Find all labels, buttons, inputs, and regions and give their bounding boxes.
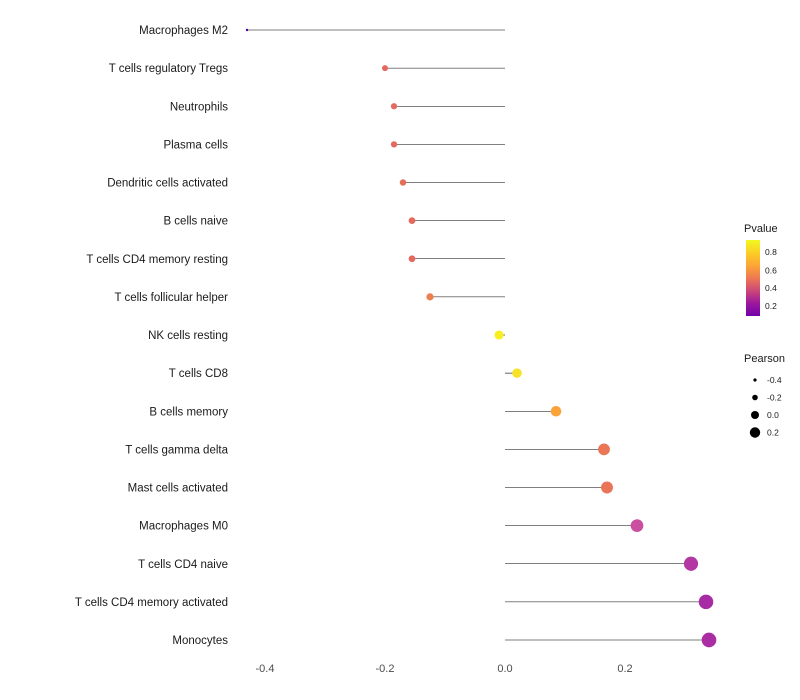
lollipop-dot bbox=[601, 481, 613, 494]
lollipop-dot bbox=[630, 519, 644, 532]
pearson-tick-label: 0.0 bbox=[767, 410, 779, 420]
pearson-size-dot bbox=[753, 378, 757, 382]
lollipop-dot bbox=[598, 443, 610, 456]
lollipop-dot bbox=[701, 632, 717, 648]
lollipop-dot bbox=[390, 103, 398, 110]
x-tick-label: -0.4 bbox=[256, 663, 275, 675]
category-label: T cells regulatory Tregs bbox=[109, 63, 229, 75]
pearson-legend-title: Pearson bbox=[744, 353, 785, 365]
pvalue-colorbar bbox=[746, 240, 760, 316]
category-label: Macrophages M2 bbox=[139, 25, 228, 37]
category-label: Mast cells activated bbox=[128, 483, 228, 495]
pvalue-tick-label: 0.8 bbox=[765, 247, 777, 257]
x-tick-label: -0.2 bbox=[376, 663, 395, 675]
category-label: T cells gamma delta bbox=[125, 444, 228, 456]
pvalue-tick-label: 0.6 bbox=[765, 265, 777, 275]
pearson-tick-label: -0.2 bbox=[767, 393, 782, 403]
category-label: NK cells resting bbox=[148, 330, 228, 342]
lollipop-dot bbox=[494, 330, 504, 340]
pearson-size-dot bbox=[751, 411, 759, 419]
lollipop-dot bbox=[245, 28, 249, 32]
category-label: B cells naive bbox=[163, 216, 228, 228]
category-label: Plasma cells bbox=[163, 139, 228, 151]
category-label: T cells CD4 memory resting bbox=[86, 254, 228, 266]
category-label: T cells CD8 bbox=[169, 368, 228, 380]
category-label: T cells follicular helper bbox=[114, 292, 228, 304]
lollipop-dot bbox=[683, 556, 699, 571]
lollipop-dot bbox=[698, 594, 714, 610]
lollipop-dot bbox=[512, 368, 522, 378]
pvalue-legend-title: Pvalue bbox=[744, 223, 778, 235]
pearson-size-dot bbox=[752, 394, 758, 401]
pvalue-tick-label: 0.2 bbox=[765, 301, 777, 311]
lollipop-dot bbox=[382, 65, 388, 72]
lollipop-dot bbox=[408, 255, 416, 263]
pearson-size-dot bbox=[749, 427, 761, 438]
x-tick-label: 0.0 bbox=[497, 663, 512, 675]
category-label: T cells CD4 memory activated bbox=[75, 597, 228, 609]
pearson-tick-label: 0.2 bbox=[767, 428, 779, 438]
category-label: Dendritic cells activated bbox=[107, 178, 228, 190]
category-label: T cells CD4 naive bbox=[138, 559, 228, 571]
pearson-tick-label: -0.4 bbox=[767, 375, 782, 385]
lollipop-dot bbox=[426, 293, 434, 301]
x-tick-label: 0.2 bbox=[617, 663, 632, 675]
lollipop-dot bbox=[399, 179, 407, 186]
category-label: Monocytes bbox=[172, 635, 228, 647]
lollipop-dot bbox=[408, 217, 416, 224]
category-label: Neutrophils bbox=[170, 101, 228, 113]
pvalue-tick-label: 0.4 bbox=[765, 283, 777, 293]
category-label: B cells memory bbox=[149, 406, 228, 418]
lollipop-dot bbox=[550, 405, 562, 417]
category-label: Macrophages M0 bbox=[139, 521, 228, 533]
lollipop-dot bbox=[390, 141, 398, 148]
